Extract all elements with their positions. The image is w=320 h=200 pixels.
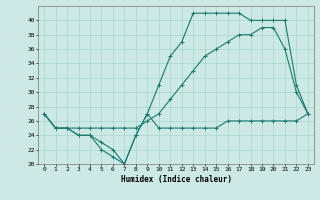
X-axis label: Humidex (Indice chaleur): Humidex (Indice chaleur) [121,175,231,184]
